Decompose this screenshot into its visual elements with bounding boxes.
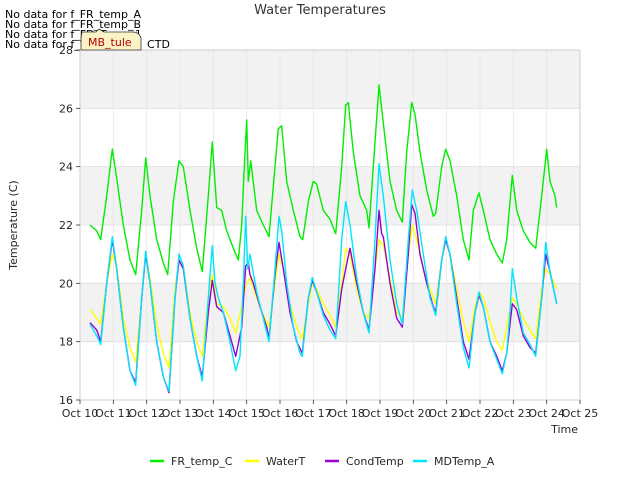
x-tick-label: Oct 14: [195, 407, 232, 420]
x-tick-label: Oct 21: [428, 407, 465, 420]
x-tick-label: Oct 16: [262, 407, 299, 420]
x-tick-label: Oct 20: [395, 407, 432, 420]
y-tick-label: 16: [59, 394, 73, 407]
y-tick-label: 26: [59, 102, 73, 115]
legend-label-watert: WaterT: [266, 455, 306, 468]
y-tick-label: 18: [59, 336, 73, 349]
x-tick-label: Oct 25: [562, 407, 599, 420]
chart-title: Water Temperatures: [254, 3, 386, 18]
series-line-mdtemp-a: [89, 163, 558, 392]
x-tick-label: Oct 23: [495, 407, 532, 420]
x-tick-label: Oct 15: [228, 407, 265, 420]
x-tick-label: Oct 24: [528, 407, 565, 420]
legend-label-fr-temp-c: FR_temp_C: [171, 455, 233, 468]
series-lines: [89, 84, 558, 394]
x-tick-label: Oct 11: [95, 407, 132, 420]
x-tick-label: Oct 12: [128, 407, 165, 420]
x-tick-label: Oct 19: [362, 407, 399, 420]
background-band: [80, 166, 580, 225]
site-badge: MB_tule: [80, 28, 142, 51]
background-band: [80, 283, 580, 342]
background-bands: [80, 50, 580, 342]
x-tick-label: Oct 18: [328, 407, 365, 420]
y-tick-label: 28: [59, 44, 73, 57]
series-line-fr-temp-c: [89, 84, 558, 276]
x-axis-label: Time: [550, 423, 578, 436]
legend: FR_temp_C WaterT CondTemp MDTemp_A: [150, 455, 495, 468]
y-axis-ticks: 16 18 20 22 24 26 28: [59, 44, 80, 407]
y-tick-label: 24: [59, 161, 73, 174]
y-tick-label: 20: [59, 277, 73, 290]
no-data-message-2: No data for f_FR_temp_B: [5, 18, 142, 31]
x-tick-label: Oct 13: [162, 407, 199, 420]
y-tick-label: 22: [59, 219, 73, 232]
x-tick-label: Oct 17: [295, 407, 332, 420]
legend-label-mdtemp-a: MDTemp_A: [434, 455, 495, 468]
site-badge-label: MB_tule: [88, 36, 132, 49]
legend-label-condtemp: CondTemp: [346, 455, 404, 468]
y-axis-label: Temperature (C): [7, 180, 20, 270]
x-tick-label: Oct 22: [462, 407, 499, 420]
x-tick-label: Oct 10: [62, 407, 99, 420]
background-band: [80, 50, 580, 109]
no-data-message-1: No data for f_FR_temp_A: [5, 8, 141, 21]
